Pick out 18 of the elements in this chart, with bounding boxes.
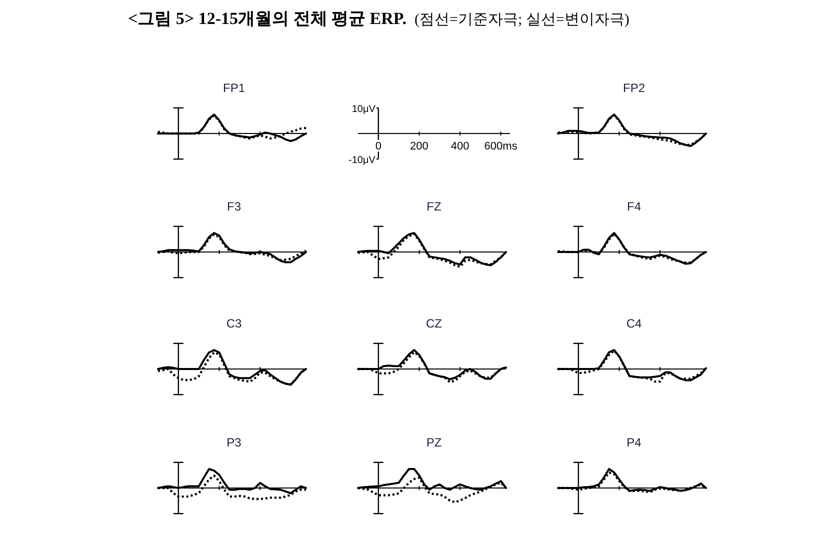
chart-title: C3	[226, 316, 242, 330]
chart-title: P3	[226, 435, 242, 450]
y-tick-label: -10μV	[348, 155, 376, 166]
chart-title: CZ	[426, 316, 442, 330]
chart-title: C4	[626, 316, 642, 330]
x-tick-label: 600ms	[484, 140, 518, 152]
chart-title: P4	[626, 435, 642, 450]
text: <그림 5> 12-15개월의 전체 평균 ERP.	[128, 9, 406, 28]
chart-title: F3	[226, 199, 242, 214]
y-tick-label: 10μV	[352, 104, 376, 115]
text: (점선=기준자극; 실선=변이자극)	[414, 12, 630, 28]
chart-title: F4	[626, 199, 642, 214]
chart-title: FP1	[222, 80, 246, 95]
chart-title: FZ	[426, 199, 442, 214]
chart-title: PZ	[426, 435, 442, 450]
x-tick-label: 200	[410, 140, 428, 152]
x-tick-label: 400	[450, 140, 470, 152]
chart-title: FP2	[622, 80, 646, 95]
